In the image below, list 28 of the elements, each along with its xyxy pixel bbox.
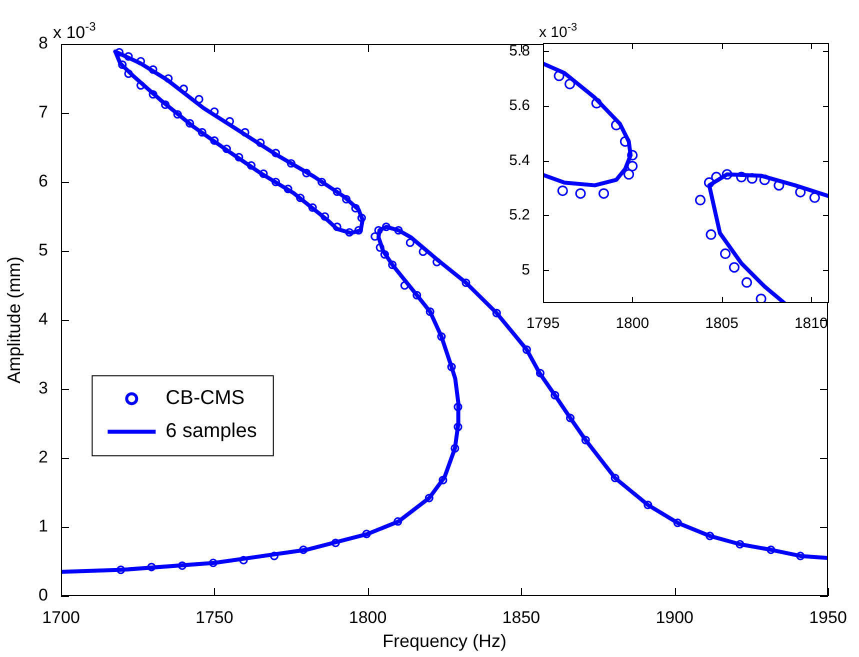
x-tick-label: 1795: [526, 315, 560, 332]
y-tick-label: 3: [38, 378, 48, 398]
y-tick-label: 8: [38, 34, 48, 53]
y-tick-label: 2: [38, 448, 48, 467]
x-tick-label: 1810: [794, 315, 828, 332]
x-tick-label: 1805: [705, 315, 738, 332]
x-tick-label: 1950: [809, 608, 847, 627]
y-axis-title: Amplitude (mm): [4, 256, 24, 384]
x-tick-label: 1900: [656, 608, 694, 627]
x-tick-label: 1800: [348, 608, 387, 627]
legend-label: 6 samples: [166, 420, 257, 442]
y-tick-label: 5.6: [509, 97, 530, 114]
x-axis-title: Frequency (Hz): [382, 631, 507, 652]
y-tick-label: 6: [38, 172, 48, 191]
y-tick-label: 5.2: [509, 206, 530, 224]
x-tick-label: 1800: [616, 315, 650, 332]
x-tick-label: 1750: [195, 608, 234, 627]
x-tick-label: 1850: [502, 608, 540, 627]
legend-label: CB-CMS: [166, 387, 245, 410]
y-tick-label: 1: [38, 516, 48, 536]
y-tick-label: 5.8: [509, 42, 530, 60]
y-tick-label: 5: [522, 261, 530, 278]
x-tick-label: 1700: [42, 608, 80, 627]
y-tick-label: 0: [38, 586, 48, 605]
y-tick-label: 5: [38, 240, 48, 260]
y-tick-label: 4: [38, 310, 48, 329]
y-tick-label: 7: [38, 102, 48, 122]
y-tick-label: 5.4: [509, 152, 530, 169]
